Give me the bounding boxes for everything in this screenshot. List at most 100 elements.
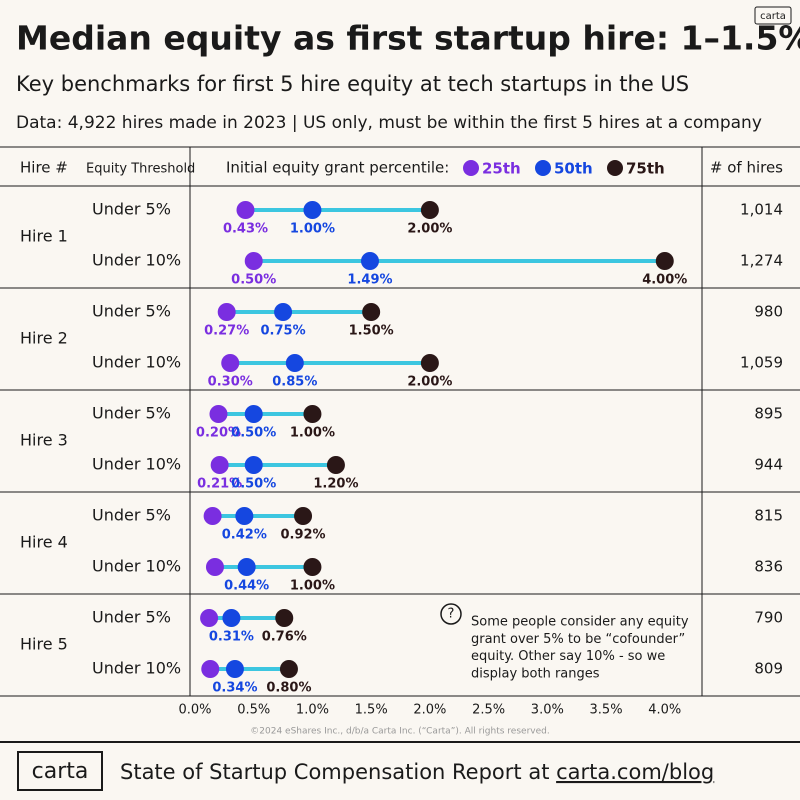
dot xyxy=(205,558,224,576)
value-label: 0.44% xyxy=(224,579,269,594)
caption: Data: 4,922 hires made in 2023 | US only… xyxy=(16,113,762,133)
hire-count: 980 xyxy=(754,303,783,321)
x-tick-label: 2.0% xyxy=(413,703,446,718)
x-tick-label: 0.5% xyxy=(237,703,270,718)
x-tick-label: 1.5% xyxy=(355,703,388,718)
hire-count: 809 xyxy=(754,660,783,678)
badge-box xyxy=(754,6,792,25)
x-tick-label: 3.5% xyxy=(590,703,623,718)
dot xyxy=(236,201,255,219)
note-line: display both ranges xyxy=(471,666,600,681)
note-icon xyxy=(440,603,462,625)
x-tick-label: 4.0% xyxy=(648,703,681,718)
dot xyxy=(279,660,298,678)
group-label: Hire 1 xyxy=(20,227,68,246)
value-label: 4.00% xyxy=(642,273,687,288)
value-label: 1.49% xyxy=(347,273,392,288)
hire-count: 1,274 xyxy=(740,252,783,270)
x-tick-label: 3.0% xyxy=(531,703,564,718)
dot xyxy=(244,456,263,474)
dot xyxy=(420,354,439,372)
dot xyxy=(200,609,219,627)
badge: carta xyxy=(760,11,786,22)
hire-count: 790 xyxy=(754,609,783,627)
value-label: 0.27% xyxy=(204,324,249,339)
hire-count: 944 xyxy=(754,456,783,474)
hire-count: 895 xyxy=(754,405,783,423)
dot xyxy=(274,303,293,321)
threshold-label: Under 5% xyxy=(92,506,171,525)
value-label: 1.20% xyxy=(313,477,358,492)
header: Equity Threshold xyxy=(86,162,195,177)
threshold-label: Under 5% xyxy=(92,302,171,321)
group-label: Hire 4 xyxy=(20,533,68,552)
dot xyxy=(222,609,241,627)
x-tick-label: 0.0% xyxy=(178,703,211,718)
dot xyxy=(235,507,254,525)
dot xyxy=(237,558,256,576)
subtitle: Key benchmarks for first 5 hire equity a… xyxy=(16,72,689,96)
dot xyxy=(294,507,313,525)
note-line: Some people consider any equity xyxy=(471,615,689,630)
value-label: 0.30% xyxy=(208,375,253,390)
dot xyxy=(285,354,304,372)
hire-count: 1,059 xyxy=(740,354,783,372)
dot xyxy=(217,303,236,321)
value-label: 1.00% xyxy=(290,222,335,237)
value-label: 1.00% xyxy=(290,579,335,594)
logo-box xyxy=(17,751,103,791)
threshold-label: Under 10% xyxy=(92,455,181,474)
dot xyxy=(244,405,263,423)
dot xyxy=(209,405,228,423)
dot xyxy=(360,252,379,270)
chart-title: Median equity as first startup hire: 1–1… xyxy=(16,19,800,58)
hire-count: 1,014 xyxy=(740,201,783,219)
threshold-label: Under 10% xyxy=(92,353,181,372)
dot xyxy=(303,558,322,576)
legend-dot xyxy=(535,160,551,176)
dot xyxy=(303,201,322,219)
x-tick-label: 1.0% xyxy=(296,703,329,718)
value-label: 0.34% xyxy=(212,681,257,696)
dot xyxy=(655,252,674,270)
footer-text: State of Startup Compensation Report at … xyxy=(120,760,714,784)
hire-count: 815 xyxy=(754,507,783,525)
logo: carta xyxy=(32,759,89,784)
value-label: 0.31% xyxy=(209,630,254,645)
legend-dot xyxy=(463,160,479,176)
dot xyxy=(201,660,220,678)
value-label: 0.50% xyxy=(231,426,276,441)
copyright: ©2024 eShares Inc., d/b/a Carta Inc. (“C… xyxy=(250,727,549,737)
threshold-label: Under 10% xyxy=(92,251,181,270)
dot xyxy=(203,507,222,525)
value-label: 0.43% xyxy=(223,222,268,237)
dot xyxy=(362,303,381,321)
x-tick-label: 2.5% xyxy=(472,703,505,718)
value-label: 0.80% xyxy=(266,681,311,696)
header: Initial equity grant percentile: xyxy=(226,159,449,177)
value-label: 0.21% xyxy=(197,477,242,492)
dot xyxy=(244,252,263,270)
legend-label: 75th xyxy=(626,160,665,178)
legend-dot xyxy=(607,160,623,176)
value-label: 0.85% xyxy=(272,375,317,390)
note-line: grant over 5% to be “cofounder” xyxy=(471,632,685,647)
legend-label: 50th xyxy=(554,160,593,178)
value-label: 0.50% xyxy=(231,273,276,288)
group-label: Hire 5 xyxy=(20,635,68,654)
footer-text: State of Startup Compensation Report at xyxy=(120,760,556,784)
dot xyxy=(303,405,322,423)
threshold-label: Under 5% xyxy=(92,608,171,627)
threshold-label: Under 10% xyxy=(92,659,181,678)
value-label: 1.00% xyxy=(290,426,335,441)
value-label: 2.00% xyxy=(407,375,452,390)
note-line: equity. Other say 10% - so we xyxy=(471,649,665,664)
header: # of hires xyxy=(710,159,783,177)
value-label: 0.92% xyxy=(280,528,325,543)
footer-link[interactable]: carta.com/blog xyxy=(556,760,714,784)
dot xyxy=(225,660,244,678)
dot xyxy=(420,201,439,219)
header: Hire # xyxy=(20,159,68,177)
